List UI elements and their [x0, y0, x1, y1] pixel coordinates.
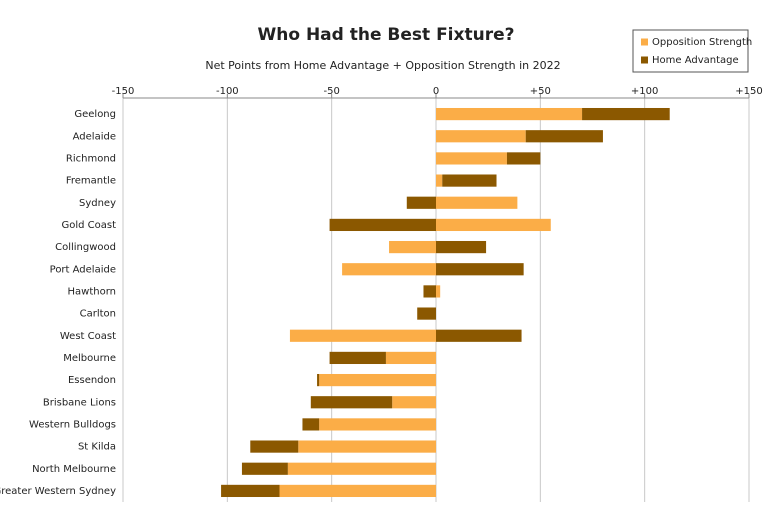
legend-label: Home Advantage — [652, 55, 739, 66]
bar — [342, 263, 436, 276]
legend-swatch — [641, 56, 648, 64]
bar — [436, 174, 443, 187]
bar — [317, 373, 320, 387]
bar — [436, 107, 583, 121]
x-tick-label: 0 — [433, 86, 439, 97]
y-tick-label: Hawthorn — [68, 286, 116, 297]
bar — [279, 484, 436, 498]
y-tick-label: Richmond — [66, 153, 116, 164]
legend-label: Opposition Strength — [652, 37, 752, 48]
x-tick-label: -50 — [323, 86, 339, 97]
y-tick-label: Essendon — [68, 375, 116, 386]
bar — [436, 263, 524, 276]
legend-swatch — [641, 38, 648, 46]
bar — [436, 218, 551, 232]
y-tick-label: Greater Western Sydney — [0, 486, 116, 497]
bar — [525, 130, 603, 143]
y-tick-label: West Coast — [60, 331, 116, 342]
bar — [287, 462, 436, 475]
y-tick-label: Collingwood — [55, 242, 116, 253]
x-tick-label: +100 — [631, 86, 658, 97]
y-tick-label: St Kilda — [78, 442, 116, 453]
y-tick-label: Sydney — [79, 198, 116, 209]
x-tick-label: -150 — [112, 86, 135, 97]
bar — [310, 396, 393, 409]
y-tick-label: Port Adelaide — [50, 264, 116, 275]
y-tick-label: Geelong — [74, 109, 116, 120]
chart-title: Who Had the Best Fixture? — [258, 25, 515, 45]
bar — [406, 196, 436, 209]
bar — [436, 152, 507, 165]
bar — [417, 307, 436, 320]
bar — [436, 240, 487, 254]
bar — [319, 373, 436, 387]
bar — [241, 462, 288, 475]
y-tick-label: Western Bulldogs — [29, 419, 116, 430]
x-tick-label: -100 — [216, 86, 239, 97]
bar — [329, 351, 386, 365]
bar — [442, 174, 497, 187]
x-tick-label: +50 — [530, 86, 551, 97]
bar — [329, 218, 436, 232]
x-tick-label: +150 — [735, 86, 762, 97]
bar — [221, 484, 280, 498]
bar — [506, 152, 541, 165]
y-tick-label: Gold Coast — [61, 220, 116, 231]
y-tick-label: Brisbane Lions — [43, 397, 116, 408]
y-tick-label: Melbourne — [63, 353, 116, 364]
y-tick-label: Carlton — [80, 309, 116, 320]
bar — [436, 130, 526, 143]
bar — [302, 418, 320, 431]
bar — [392, 396, 436, 409]
bar — [436, 285, 441, 298]
y-tick-label: Adelaide — [73, 131, 116, 142]
bar — [436, 196, 518, 209]
bar — [319, 418, 436, 431]
bar — [582, 107, 670, 121]
legend-box — [632, 29, 749, 73]
bar — [250, 440, 299, 453]
y-tick-label: Fremantle — [66, 176, 116, 187]
bar — [298, 440, 436, 453]
bar — [385, 351, 436, 365]
bar — [289, 329, 436, 342]
chart-subtitle: Net Points from Home Advantage + Opposit… — [205, 59, 560, 72]
y-tick-label: North Melbourne — [32, 464, 116, 475]
bar — [423, 285, 436, 298]
bar — [436, 329, 522, 342]
bar — [389, 240, 436, 254]
